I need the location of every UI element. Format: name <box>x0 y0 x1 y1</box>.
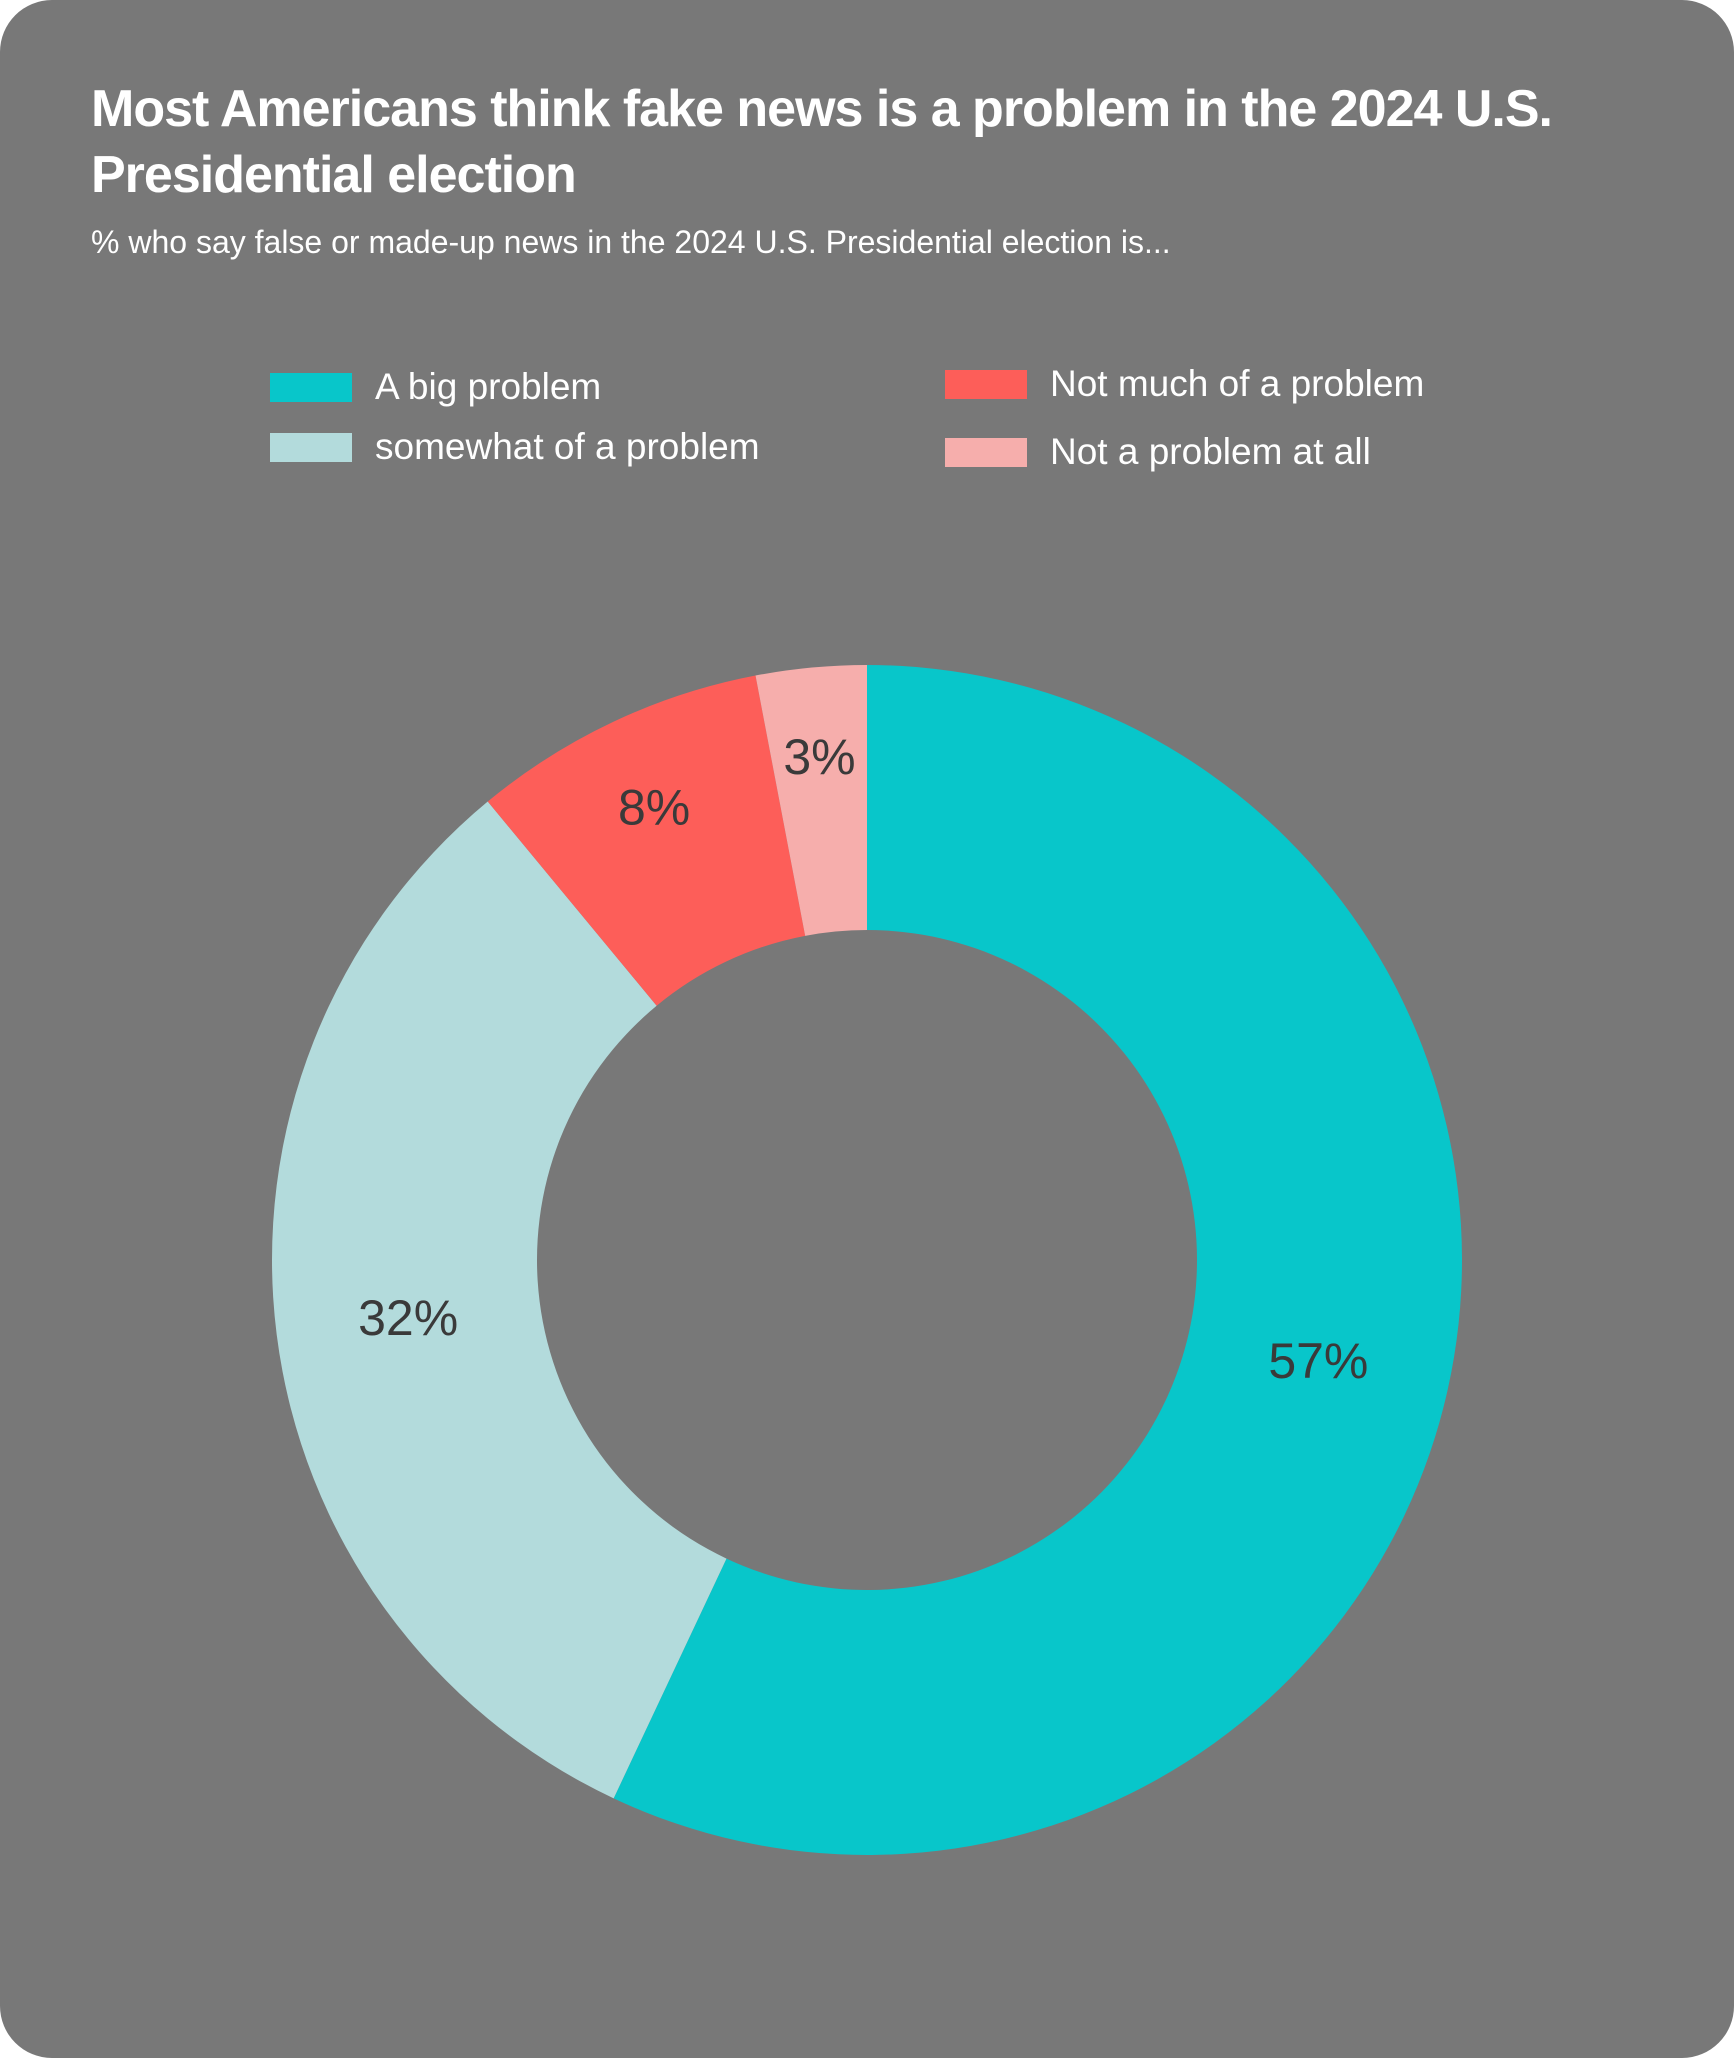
slice-label-somewhat-problem: 32% <box>358 1290 458 1346</box>
slice-label-big-problem: 57% <box>1268 1333 1368 1389</box>
donut-chart: 57% 32% 8% 3% <box>272 665 1462 1855</box>
legend-swatch-not-a-problem <box>945 437 1027 467</box>
chart-legend: A big problem somewhat of a problem Not … <box>270 355 1530 485</box>
legend-item-not-a-problem: Not a problem at all <box>945 425 1371 479</box>
legend-label-not-a-problem: Not a problem at all <box>1050 431 1371 472</box>
slice-big-problem <box>613 665 1462 1855</box>
legend-swatch-not-much-problem <box>945 369 1027 399</box>
slice-somewhat-problem <box>272 801 727 1799</box>
legend-item-big-problem: A big problem <box>270 360 601 414</box>
donut-chart-area: 57% 32% 8% 3% <box>0 600 1734 1920</box>
chart-subtitle: % who say false or made-up news in the 2… <box>91 224 1171 260</box>
legend-item-somewhat-problem: somewhat of a problem <box>270 420 760 474</box>
legend-label-big-problem: A big problem <box>375 366 602 407</box>
legend-swatch-big-problem <box>270 372 352 402</box>
chart-title: Most Americans think fake news is a prob… <box>91 80 1553 204</box>
slice-not-a-problem <box>755 665 867 936</box>
slice-label-not-a-problem: 3% <box>783 729 855 785</box>
slice-not-much-problem <box>487 675 806 1006</box>
slice-label-not-much-problem: 8% <box>618 780 690 836</box>
legend-item-not-much-problem: Not much of a problem <box>945 357 1424 411</box>
legend-label-somewhat-problem: somewhat of a problem <box>375 426 760 467</box>
legend-swatch-somewhat-problem <box>270 432 352 462</box>
legend-label-not-much-problem: Not much of a problem <box>1050 363 1425 404</box>
